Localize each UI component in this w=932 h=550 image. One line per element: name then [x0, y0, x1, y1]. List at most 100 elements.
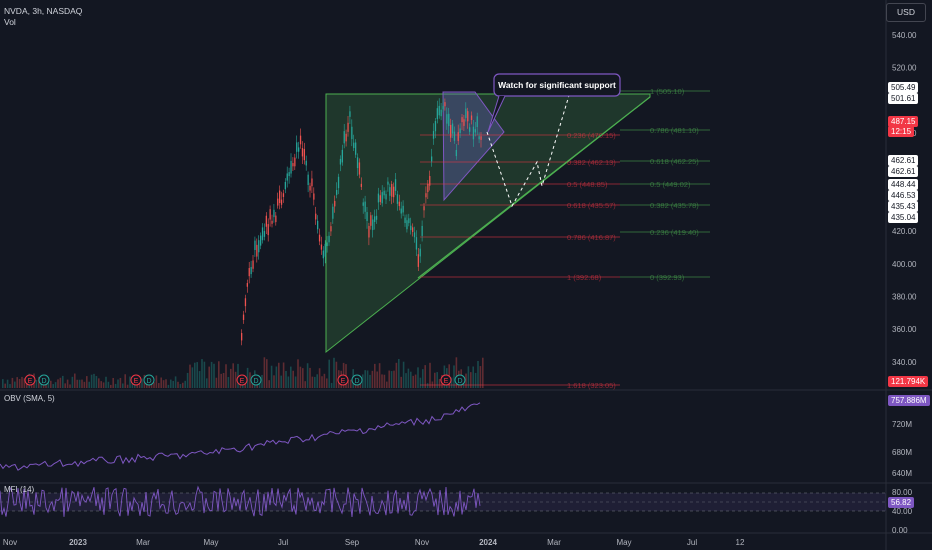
- volume-bar: [402, 361, 405, 388]
- volume-bar: [83, 381, 86, 388]
- candle-body: [356, 157, 359, 169]
- candle-body: [269, 209, 271, 220]
- volume-bar: [450, 377, 453, 388]
- candle-body: [393, 186, 395, 198]
- candle-body: [315, 213, 317, 220]
- volume-bar: [189, 364, 191, 388]
- volume-bar: [98, 378, 100, 388]
- volume-bar: [419, 377, 422, 388]
- dividend-marker-label: D: [354, 378, 359, 385]
- volume-bar: [64, 383, 66, 388]
- candle-body: [360, 183, 362, 187]
- candle-body: [478, 136, 480, 140]
- candle-body: [318, 234, 321, 242]
- volume-bar: [282, 362, 285, 388]
- time-axis-tick: May: [203, 538, 218, 547]
- candle-body: [345, 133, 347, 142]
- candle-body: [463, 119, 465, 126]
- candle-body: [286, 173, 288, 181]
- volume-bar: [11, 377, 14, 388]
- dividend-marker-label: D: [41, 378, 46, 385]
- candle-body: [400, 208, 402, 214]
- time-axis-tick: 2023: [69, 538, 87, 547]
- candle-body: [459, 128, 461, 133]
- price-axis-tick: 380.00: [892, 292, 917, 301]
- event-marker: [250, 374, 262, 386]
- volume-bar: [410, 371, 412, 388]
- volume-bar: [100, 381, 102, 388]
- candle-body: [366, 212, 368, 222]
- fib-level-label: 1 (505.10): [650, 87, 685, 96]
- candle-body: [425, 193, 427, 198]
- volume-bar: [333, 357, 335, 388]
- volume-bar: [69, 384, 71, 388]
- legend: NVDA, 3h, NASDAQ Vol: [4, 6, 82, 28]
- candle-body: [467, 111, 469, 122]
- candle-body: [248, 268, 250, 277]
- currency-button[interactable]: USD: [886, 3, 926, 22]
- volume-legend[interactable]: Vol: [4, 17, 16, 27]
- volume-bar: [155, 375, 158, 388]
- symbol-title[interactable]: NVDA, 3h, NASDAQ: [4, 6, 83, 16]
- volume-bar: [381, 374, 383, 388]
- volume-bar: [400, 376, 402, 388]
- volume-bar: [246, 367, 249, 388]
- candle-body: [406, 220, 408, 230]
- volume-bar: [270, 365, 273, 388]
- volume-bar: [369, 374, 371, 388]
- candle-body: [303, 148, 305, 161]
- volume-bar: [294, 376, 297, 388]
- volume-bar: [150, 384, 153, 388]
- candle-body: [244, 298, 247, 307]
- volume-bar: [47, 383, 50, 388]
- volume-bar: [477, 360, 479, 388]
- callout-text: Watch for significant support: [498, 80, 616, 90]
- volume-bar: [225, 364, 227, 388]
- candle-body: [242, 314, 245, 320]
- candle-body: [476, 116, 478, 128]
- volume-bar: [213, 363, 215, 388]
- volume-bar: [194, 362, 196, 388]
- candle-body: [436, 108, 438, 120]
- volume-bar: [59, 377, 62, 388]
- volume-bar: [78, 379, 81, 388]
- candle-body: [368, 225, 370, 238]
- candle-body: [383, 190, 385, 196]
- fib-level-label: 0.382 (462.13): [567, 158, 616, 167]
- volume-bar: [57, 379, 59, 388]
- candle-body: [355, 142, 357, 155]
- volume-bar: [210, 361, 213, 388]
- event-marker: [24, 374, 36, 386]
- fib-level-label: 0.236 (470.15): [567, 131, 616, 140]
- volume-bar: [467, 366, 470, 388]
- candle-body: [290, 160, 292, 174]
- candle-body: [394, 179, 397, 191]
- volume-bar: [376, 371, 378, 388]
- volume-bar: [395, 362, 398, 388]
- candle-body: [299, 135, 302, 145]
- candle-body: [337, 176, 340, 189]
- volume-bar: [438, 379, 441, 388]
- time-axis-tick: Jul: [687, 538, 697, 547]
- volume-bar: [153, 382, 155, 388]
- price-tag: 501.61: [888, 93, 919, 104]
- volume-bar: [311, 376, 314, 388]
- volume-bar: [66, 379, 69, 388]
- volume-bar: [309, 367, 311, 388]
- volume-bar: [474, 372, 477, 388]
- price-tag: 505.49: [888, 82, 919, 93]
- fib-level-label: 1.618 (323.05): [567, 381, 616, 390]
- price-tag: 462.61: [888, 155, 919, 166]
- candle-body: [279, 190, 281, 203]
- candle-body: [389, 187, 391, 196]
- price-tag: 462.61: [888, 166, 919, 177]
- candle-body: [313, 193, 315, 200]
- candle-body: [455, 150, 457, 157]
- volume-bar: [417, 367, 419, 388]
- volume-bar: [230, 368, 232, 388]
- candle-body: [398, 201, 400, 207]
- fib-level-label: 0.5 (449.02): [650, 180, 691, 189]
- candle-body: [427, 183, 429, 193]
